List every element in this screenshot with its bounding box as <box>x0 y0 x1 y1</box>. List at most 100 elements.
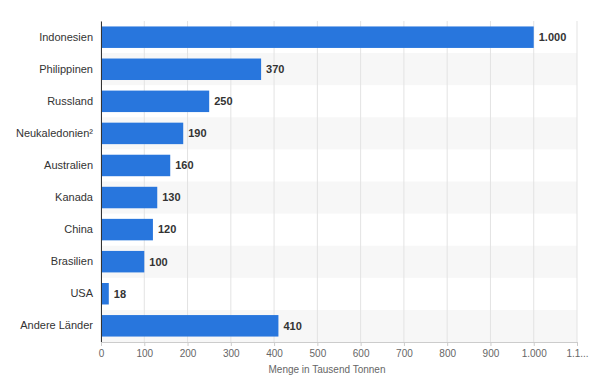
bar <box>101 251 144 272</box>
x-tick-mark <box>317 342 318 346</box>
x-tick-label: 300 <box>223 348 240 359</box>
category-label: Australien <box>44 159 93 171</box>
grid-line <box>490 21 491 342</box>
x-tick-label: 900 <box>483 348 500 359</box>
category-label: Russland <box>47 95 93 107</box>
x-tick: 600 <box>353 342 370 359</box>
x-tick-label: 800 <box>439 348 456 359</box>
bar <box>101 155 170 176</box>
grid-line <box>101 21 102 342</box>
x-tick-label: 1.1... <box>566 348 588 359</box>
data-label: 1.000 <box>539 31 567 43</box>
x-tick-label: 100 <box>136 348 153 359</box>
x-tick-mark <box>534 342 535 346</box>
bar <box>101 219 153 240</box>
x-axis-line <box>102 343 578 347</box>
x-tick-mark <box>188 342 189 346</box>
category-label: Philippinen <box>39 63 93 75</box>
y-tick: Philippinen <box>39 63 101 75</box>
grid-line <box>577 21 578 342</box>
data-label: 18 <box>114 288 126 300</box>
grid <box>101 21 577 342</box>
row-bands <box>101 53 577 342</box>
plot: 1.000 370 250 190 160 130 120 100 18 410 Indonesie… <box>16 21 589 359</box>
x-tick-mark <box>447 342 448 346</box>
y-tick: Neukaledonien² <box>16 127 101 139</box>
x-tick-label: 600 <box>353 348 370 359</box>
grid-line <box>317 21 318 342</box>
x-tick-label: 700 <box>396 348 413 359</box>
y-tick: Kanada <box>55 191 101 203</box>
x-tick: 100 <box>136 342 153 359</box>
x-tick: 500 <box>310 342 327 359</box>
data-label: 160 <box>175 159 193 171</box>
x-tick-mark <box>274 342 275 346</box>
bar <box>101 59 261 80</box>
x-tick: 0 <box>99 342 105 359</box>
x-tick: 200 <box>180 342 197 359</box>
x-tick-label: 200 <box>180 348 197 359</box>
data-label: 250 <box>214 95 232 107</box>
y-axis: Indonesien Philippinen Russland Neukaledoni… <box>16 22 102 343</box>
x-tick: 300 <box>223 342 240 359</box>
category-label: USA <box>70 287 93 299</box>
x-axis-title: Menge in Tausend Tonnen <box>269 364 386 375</box>
y-tick: Russland <box>47 95 101 107</box>
x-tick: 1.000 <box>522 342 547 359</box>
grid-line <box>533 21 534 342</box>
y-tick: Indonesien <box>39 31 101 43</box>
x-tick-mark <box>231 342 232 346</box>
data-label: 410 <box>283 320 301 332</box>
y-tick: Australien <box>44 159 101 171</box>
x-tick-mark <box>404 342 405 346</box>
data-label: 120 <box>158 223 176 235</box>
chart: 1.000 370 250 190 160 130 120 100 18 410 Indonesie… <box>0 0 600 383</box>
bar <box>101 26 534 47</box>
data-label: 190 <box>188 127 206 139</box>
bar <box>101 283 109 304</box>
row-band <box>101 182 577 214</box>
x-tick-mark <box>144 342 145 346</box>
category-label: Indonesien <box>39 31 93 43</box>
category-label: Brasilien <box>51 255 93 267</box>
data-label: 130 <box>162 191 180 203</box>
x-tick-mark <box>101 342 102 346</box>
row-band <box>101 53 577 85</box>
row-band <box>101 117 577 149</box>
x-tick-mark <box>361 342 362 346</box>
x-tick-label: 0 <box>99 348 105 359</box>
x-tick-mark <box>490 342 491 346</box>
category-label: China <box>64 223 94 235</box>
data-labels: 1.000 370 250 190 160 130 120 100 18 410 <box>114 31 566 332</box>
data-label: 370 <box>266 63 284 75</box>
y-tick: Andere Länder <box>20 319 101 331</box>
grid-line <box>447 21 448 342</box>
x-axis: 0 100 200 300 400 500 600 700 800 900 1.000 1.1... <box>99 342 589 359</box>
x-tick-label: 1.000 <box>522 348 547 359</box>
row-band <box>101 246 577 278</box>
y-tick: Brasilien <box>51 255 101 267</box>
bar <box>101 187 157 208</box>
grid-line <box>403 21 404 342</box>
x-tick: 900 <box>483 342 500 359</box>
bars <box>101 26 534 336</box>
bar <box>101 315 278 336</box>
x-tick: 800 <box>439 342 456 359</box>
row-band <box>101 310 577 342</box>
y-tick: China <box>64 223 101 235</box>
x-tick-mark <box>577 342 578 346</box>
x-tick: 1.1... <box>566 342 588 359</box>
y-tick: USA <box>70 287 101 299</box>
category-label: Andere Länder <box>20 319 93 331</box>
bar <box>101 91 209 112</box>
x-tick: 400 <box>266 342 283 359</box>
bar <box>101 123 183 144</box>
y-axis-line <box>101 22 102 343</box>
category-label: Neukaledonien² <box>16 127 93 139</box>
x-tick: 700 <box>396 342 413 359</box>
grid-line <box>360 21 361 342</box>
x-tick-label: 500 <box>310 348 327 359</box>
x-tick-label: 400 <box>266 348 283 359</box>
category-label: Kanada <box>55 191 94 203</box>
data-label: 100 <box>149 256 167 268</box>
